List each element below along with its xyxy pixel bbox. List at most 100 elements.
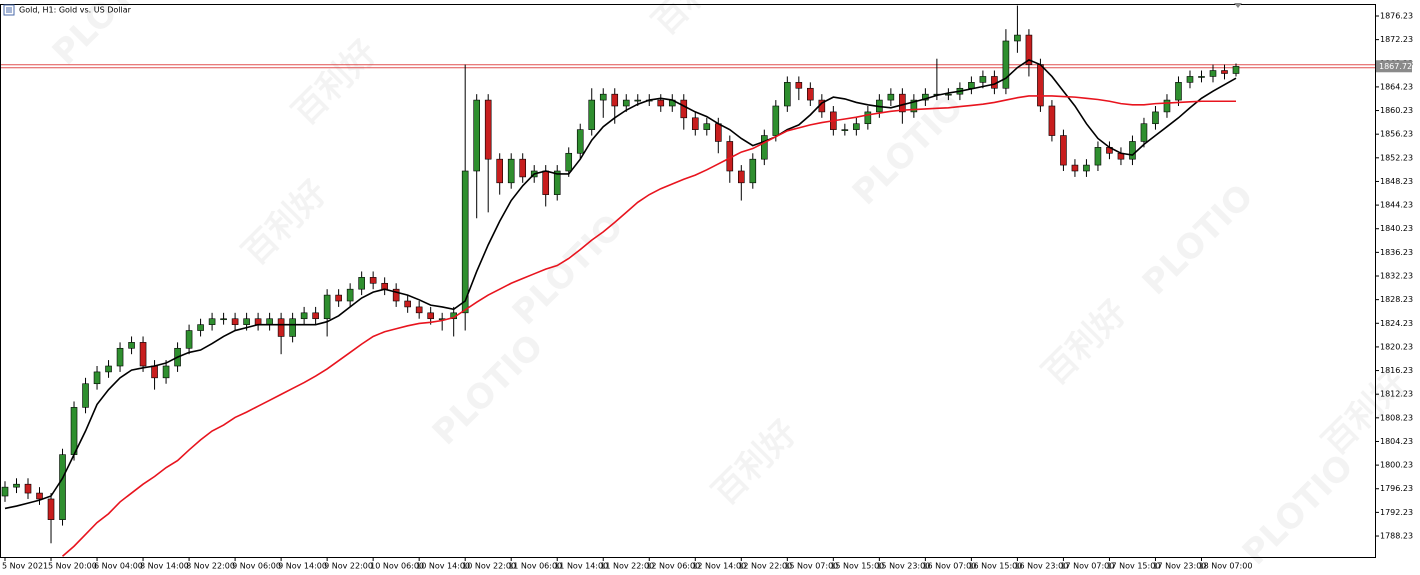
- candle-body: [116, 347, 124, 367]
- candle-body: [59, 454, 66, 520]
- candle-body: [243, 318, 250, 325]
- candle-body: [151, 365, 158, 379]
- x-tick-label: 6 Nov 04:00: [94, 562, 143, 571]
- candle-body: [1083, 164, 1090, 172]
- candle-body: [427, 312, 434, 320]
- x-tick-label: 16 Nov 23:00: [1014, 562, 1068, 571]
- candle-body: [70, 407, 78, 455]
- candle-body: [807, 87, 814, 101]
- x-tick-label: 8 Nov 22:00: [186, 562, 235, 571]
- y-tick-label: 1876.23: [1380, 11, 1413, 20]
- candle-body: [128, 342, 135, 349]
- candle-body: [415, 306, 423, 314]
- chart-title: Gold, H1: Gold vs. US Dollar: [19, 6, 132, 15]
- candle-body: [1221, 70, 1228, 74]
- candle-body: [1048, 105, 1056, 136]
- x-tick-label: 12 Nov 22:00: [738, 562, 792, 571]
- y-tick-label: 1800.23: [1380, 461, 1413, 470]
- candle-body: [634, 99, 642, 102]
- x-tick-label: 9 Nov 14:00: [278, 562, 327, 571]
- candle-body: [864, 111, 872, 125]
- candle-body: [1014, 34, 1021, 42]
- header: Gold, H1: Gold vs. US Dollar: [3, 4, 132, 16]
- candle-body: [853, 123, 860, 130]
- y-tick-label: 1840.23: [1380, 224, 1413, 233]
- candle-body: [1129, 141, 1136, 160]
- header-icon-lines: [6, 7, 12, 13]
- candle-body: [185, 330, 193, 349]
- x-tick-label: 8 Nov 14:00: [140, 562, 189, 571]
- candle-body: [622, 99, 630, 107]
- x-tick-label: 11 Nov 22:00: [600, 562, 654, 571]
- candle-body: [496, 158, 504, 184]
- candle-body: [795, 82, 803, 89]
- x-tick-label: 9 Nov 22:00: [324, 562, 373, 571]
- candle-body: [105, 365, 112, 373]
- x-tick-label: 10 Nov 14:00: [416, 562, 470, 571]
- x-tick-label: 15 Nov 15:00: [830, 562, 884, 571]
- candle-body: [737, 170, 745, 184]
- candle-body: [254, 318, 262, 325]
- candle-body: [588, 99, 596, 130]
- candle-body: [519, 158, 527, 178]
- candle-body: [714, 123, 722, 142]
- candle-body: [1163, 99, 1171, 113]
- candle-body: [772, 105, 780, 136]
- y-tick-label: 1864.23: [1380, 82, 1413, 91]
- candle-body: [1198, 76, 1205, 78]
- candle-body: [1186, 76, 1194, 83]
- candle-body: [266, 318, 273, 325]
- x-tick-label: 17 Nov 07:00: [1060, 562, 1114, 571]
- y-tick-label: 1788.23: [1380, 532, 1413, 541]
- candle-body: [82, 383, 89, 408]
- price-label-box: [1376, 60, 1412, 73]
- x-tick-label: 17 Nov 15:00: [1106, 562, 1160, 571]
- x-tick-label: 9 Nov 06:00: [232, 562, 281, 571]
- candle-body: [197, 324, 204, 331]
- candle-body: [289, 318, 296, 337]
- x-tick-label: 11 Nov 14:00: [554, 562, 608, 571]
- candle-body: [461, 170, 469, 314]
- x-tick-label: 10 Nov 06:00: [370, 562, 424, 571]
- candle-body: [841, 129, 849, 131]
- candle-body: [208, 318, 216, 325]
- candle-body: [24, 483, 32, 494]
- y-tick-label: 1872.23: [1380, 35, 1413, 44]
- candle-body: [749, 158, 757, 184]
- x-tick-label: 15 Nov 23:00: [876, 562, 930, 571]
- candle-body: [565, 152, 573, 172]
- candle-body: [1152, 111, 1159, 125]
- candle-body: [1025, 34, 1033, 65]
- y-tick-label: 1820.23: [1380, 342, 1413, 351]
- candle-body: [910, 99, 918, 113]
- candle-body: [381, 282, 388, 290]
- plot-area: [0, 5, 1375, 557]
- candle-body: [1209, 70, 1217, 77]
- y-tick-label: 1816.23: [1380, 366, 1413, 375]
- x-tick-label: 12 Nov 06:00: [646, 562, 700, 571]
- plot-frame: [0, 4, 1376, 558]
- x-tick-label: 5 Nov 2021: [2, 562, 48, 571]
- y-tick-label: 1808.23: [1380, 413, 1413, 422]
- candle-body: [473, 99, 480, 172]
- candle-body: [542, 170, 550, 195]
- y-tick-label: 1852.23: [1380, 153, 1413, 162]
- candle-body: [657, 99, 665, 107]
- candle-body: [1232, 66, 1240, 74]
- candle-body: [576, 129, 584, 154]
- candle-body: [761, 135, 768, 160]
- y-tick-label: 1856.23: [1380, 130, 1413, 139]
- candle-body: [611, 93, 619, 107]
- candle-body: [312, 312, 319, 320]
- x-tick-label: 15 Nov 07:00: [784, 562, 838, 571]
- shift-marker: [1234, 3, 1242, 8]
- candle-body: [553, 170, 561, 195]
- y-tick-label: 1844.23: [1380, 201, 1413, 210]
- candle-body: [979, 76, 987, 83]
- candle-body: [899, 93, 906, 113]
- candle-body: [36, 492, 43, 500]
- x-tick-label: 17 Nov 23:00: [1152, 562, 1206, 571]
- candle-body: [1094, 147, 1102, 166]
- candle-body: [93, 371, 101, 385]
